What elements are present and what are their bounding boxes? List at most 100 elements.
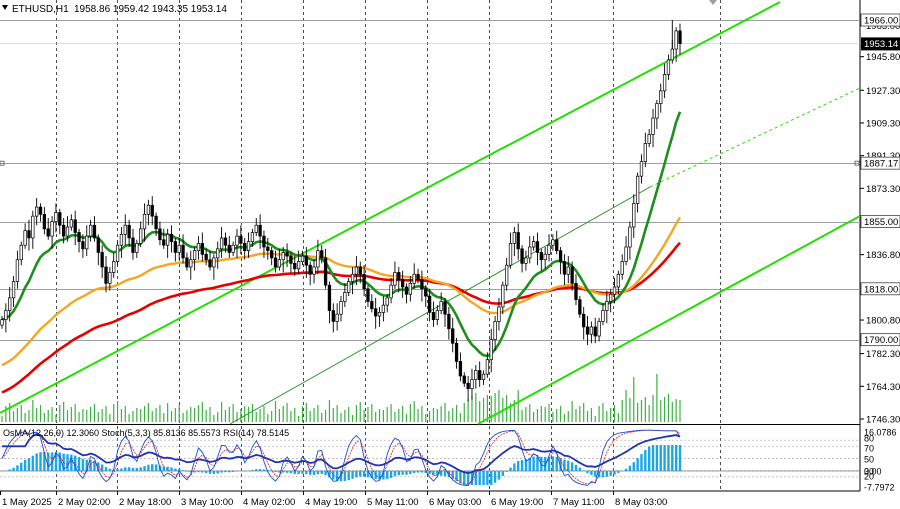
candle-body (154, 215, 158, 230)
candle-body (362, 273, 366, 290)
candle-body (555, 239, 559, 251)
time-tick-label: 8 May 03:00 (615, 497, 667, 508)
candle-body (208, 259, 212, 268)
candle-body (85, 235, 89, 250)
price-tick-label: 1927.30 (866, 86, 900, 97)
candle-body (296, 261, 301, 270)
candle-body (397, 272, 401, 281)
price-level-tag (860, 13, 900, 27)
price-tick-label: 1891.30 (866, 151, 900, 162)
candle-body (454, 342, 459, 362)
candle-body (635, 175, 640, 204)
candle-body (420, 279, 424, 290)
candle-body (250, 232, 255, 242)
symbol-label: ETHUSD,H1 (12, 4, 69, 15)
candle-body (4, 310, 8, 321)
candle-body (108, 272, 112, 284)
candle-body (655, 103, 659, 119)
candle-body (354, 266, 359, 275)
candle-body (616, 273, 621, 288)
candle-body (439, 301, 443, 311)
time-tick-label: 6 May 03:00 (429, 497, 481, 508)
candle-body (300, 255, 305, 262)
candle-body (524, 257, 528, 264)
indicator-values: OsMA(12,26,9) 12.3060 Stoch(5,3,3) 85.81… (3, 428, 289, 438)
stoch-signal-line (1, 429, 681, 486)
time-tick-label: 1 May 2025 (2, 497, 52, 508)
candle-body (142, 213, 147, 230)
price-tick-label: 1782.30 (866, 349, 900, 360)
candle-body (189, 259, 193, 268)
candle-body (192, 250, 197, 261)
time-tick-label: 4 May 19:00 (305, 497, 357, 508)
candle-body (77, 232, 81, 242)
symbol-header: ETHUSD,H1 1958.86 1959.42 1943.35 1953.1… (2, 4, 227, 15)
candle-body (165, 233, 170, 246)
candle-body (127, 224, 131, 239)
candle-body (81, 241, 85, 250)
candle-body (35, 206, 39, 217)
candle-body (281, 252, 285, 261)
candle-body (31, 215, 35, 239)
candle-body (65, 226, 70, 237)
candle-body (589, 326, 594, 335)
indicator-tick-label: 30 (864, 467, 874, 477)
candle-body (485, 359, 490, 375)
candle-body (427, 295, 432, 313)
chart-dropdown-icon[interactable] (2, 5, 8, 10)
candle-body (181, 244, 185, 259)
candle-body (273, 257, 278, 268)
price-level-tag (860, 215, 900, 228)
candle-body (366, 288, 370, 302)
candle-body (678, 30, 682, 44)
indicator-plot-area[interactable] (0, 424, 860, 491)
price-level-tag (860, 333, 900, 347)
candle-body (466, 382, 470, 390)
candle-body (11, 281, 16, 299)
chart-shift-marker-icon[interactable] (709, 0, 717, 5)
candle-body (312, 266, 316, 275)
price-tick-label: 1836.80 (866, 250, 900, 261)
candle-body (562, 261, 567, 275)
candle-body (400, 279, 405, 288)
candle-body (50, 221, 54, 237)
candle-body (219, 237, 224, 250)
candle-body (416, 273, 420, 281)
candle-body (104, 266, 108, 284)
candle-body (435, 310, 439, 321)
candle-body (0, 319, 4, 326)
time-tick-label: 2 May 18:00 (119, 497, 171, 508)
candle-body (8, 297, 12, 311)
price-level-tag-label: 1887.17 (864, 159, 898, 170)
candle-body (339, 301, 343, 315)
candle-body (381, 304, 386, 313)
price-level-tag (860, 156, 900, 170)
main-plot-area[interactable] (0, 0, 860, 424)
candle-body (327, 284, 332, 311)
time-tick-label: 3 May 10:00 (181, 497, 233, 508)
candlesticks (0, 20, 682, 402)
channel-upper-line (0, 1, 781, 414)
candle-body (204, 253, 208, 261)
candle-body (662, 74, 667, 92)
price-tick-label: 1800.80 (866, 316, 900, 327)
rsi-line (2, 433, 681, 475)
candle-body (504, 264, 509, 286)
candle-body (304, 255, 308, 266)
candle-body (54, 212, 58, 222)
candle-body (501, 284, 505, 308)
candle-body (528, 246, 532, 259)
ema-fast-line (1, 111, 682, 358)
candle-body (566, 266, 570, 275)
level-anchor (854, 160, 860, 166)
candle-body (497, 306, 501, 322)
ema-slow-line (1, 241, 681, 394)
candle-body (574, 282, 578, 301)
price-level-tag-label: 1966.00 (864, 16, 898, 27)
candle-body (624, 246, 628, 262)
candle-body (19, 244, 23, 261)
candle-body (162, 239, 166, 246)
candle-body (389, 284, 393, 299)
